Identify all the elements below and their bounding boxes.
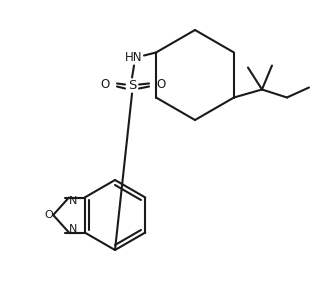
Text: O: O (156, 78, 166, 91)
Text: O: O (45, 210, 54, 220)
Text: N: N (69, 196, 77, 205)
Text: HN: HN (125, 51, 143, 64)
Text: N: N (69, 224, 77, 235)
Text: O: O (100, 78, 110, 91)
Text: S: S (128, 79, 136, 92)
